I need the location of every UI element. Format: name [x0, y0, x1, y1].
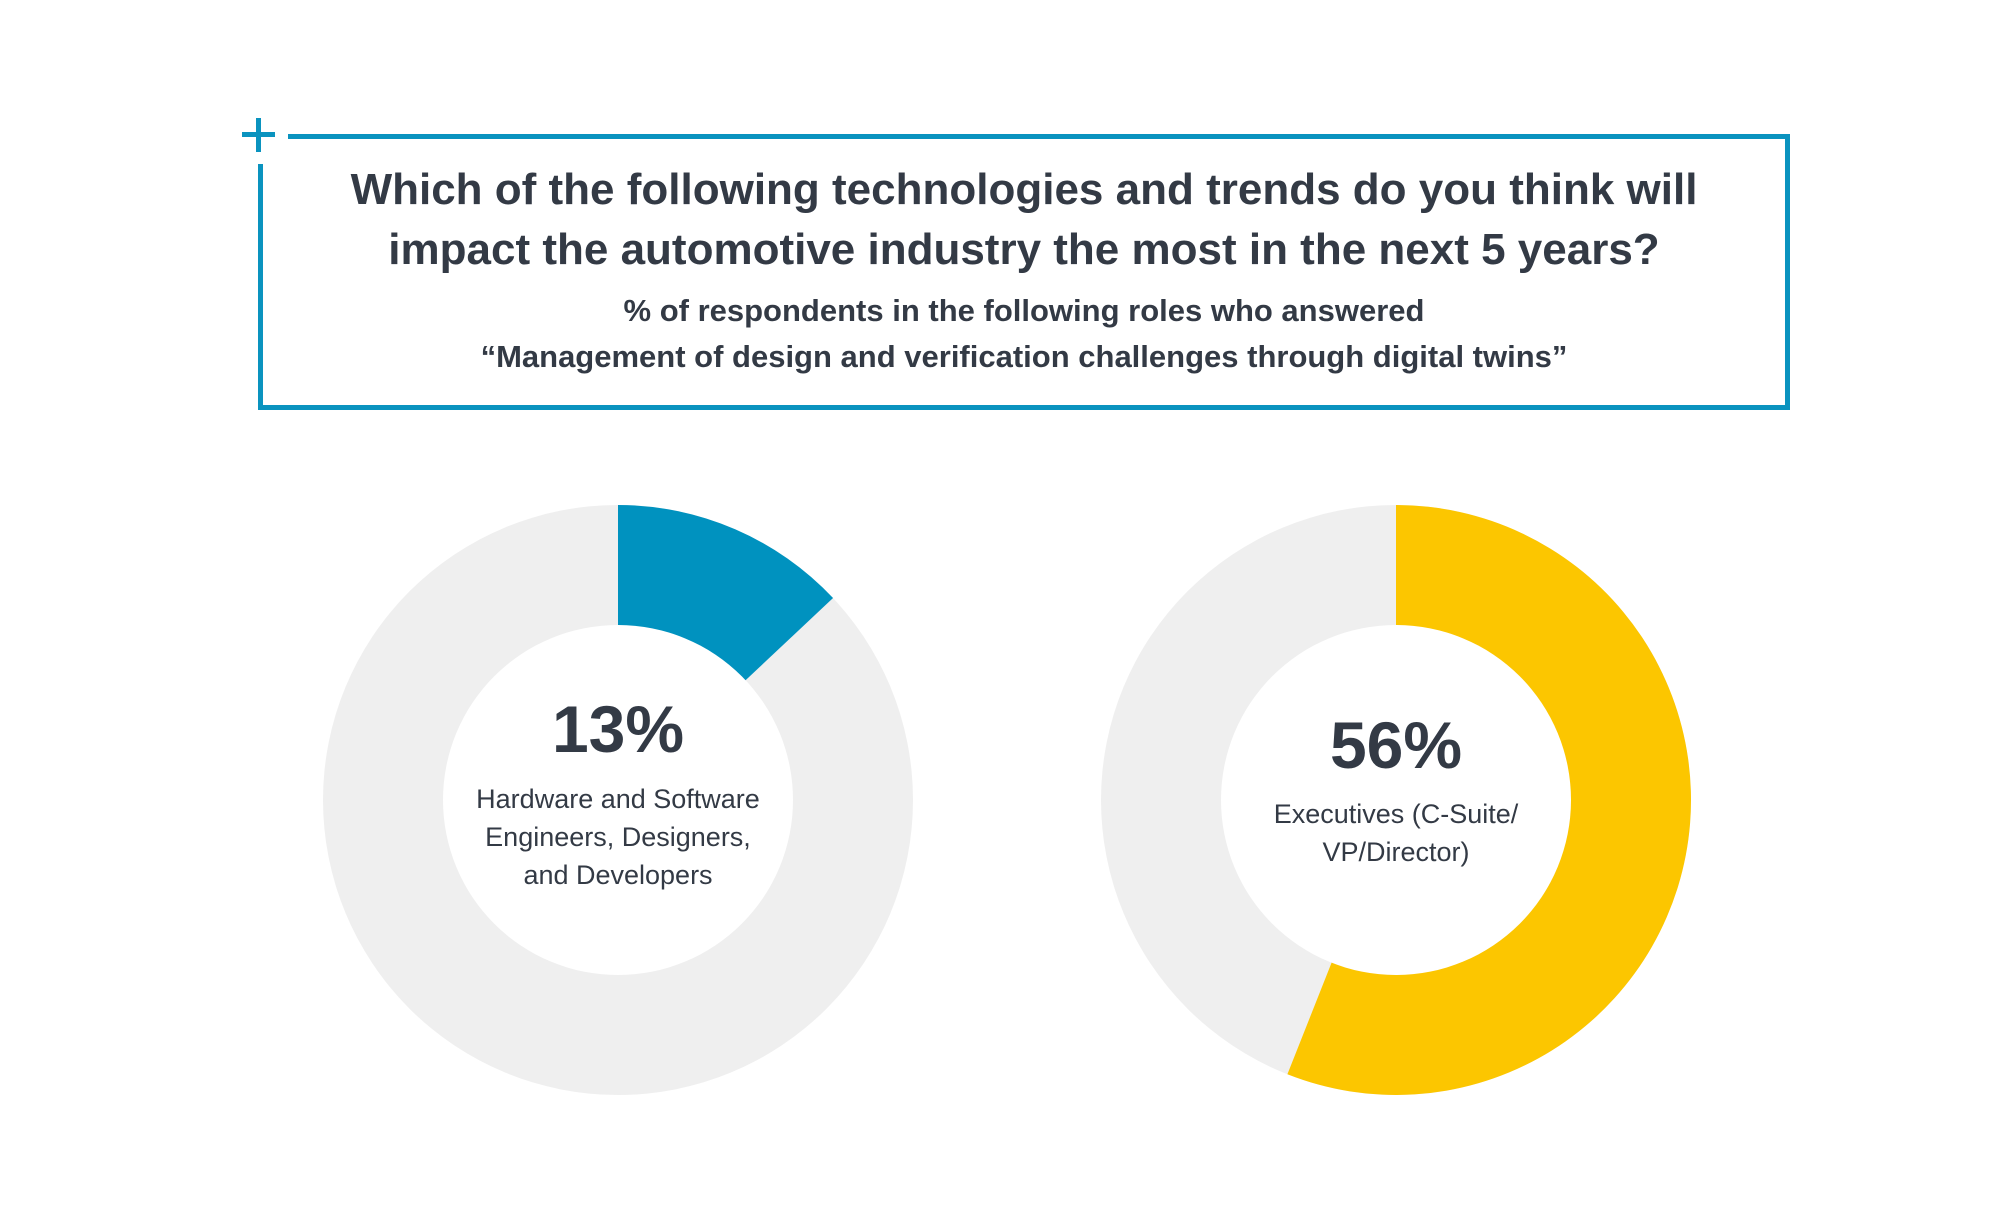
donut-category-label: Engineers, Designers, — [485, 822, 751, 852]
donut-value-label: 13% — [552, 692, 684, 766]
title-frame — [258, 134, 1790, 410]
plus-icon-bar — [242, 132, 275, 137]
subtitle-line-1: % of respondents in the following roles … — [623, 293, 1425, 328]
donut-chart-1: 13% Hardware and Software Engineers, Desig… — [323, 505, 913, 1095]
donut-hole — [1221, 625, 1571, 975]
subtitle-line-2: “Management of design and verification c… — [480, 339, 1568, 374]
donut-hole — [443, 625, 793, 975]
question-line-1: Which of the following technologies and … — [350, 165, 1698, 214]
donut-category-label: VP/Director) — [1322, 837, 1469, 867]
donut-category-label: and Developers — [523, 860, 712, 890]
donut-category-label: Executives (C-Suite/ — [1274, 799, 1519, 829]
donut-category-label: Hardware and Software — [476, 784, 760, 814]
donut-chart-2: 56% Executives (C-Suite/VP/Director) — [1101, 504, 1692, 1095]
donut-value-label: 56% — [1330, 708, 1462, 782]
question-line-2: impact the automotive industry the most … — [388, 225, 1660, 274]
chart-heading: Which of the following technologies and … — [258, 160, 1790, 380]
frame-corner-gap — [238, 124, 288, 164]
